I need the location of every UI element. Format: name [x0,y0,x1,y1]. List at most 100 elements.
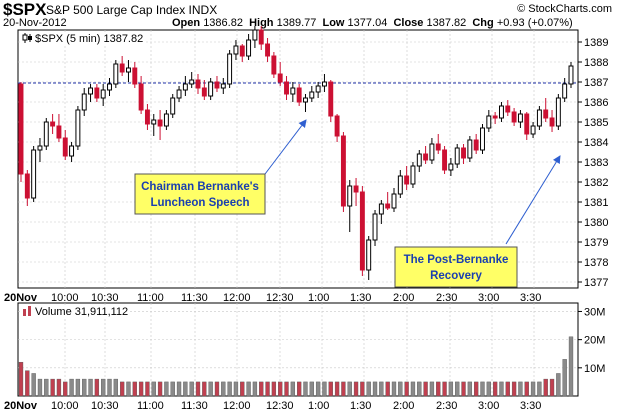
candle-body [107,83,112,91]
price-tick-label: 1379 [584,237,608,249]
volume-bar [107,378,112,397]
candle [562,78,568,102]
candle [429,138,435,164]
candle [258,26,264,50]
volume-bar [537,381,542,397]
candle-body [334,115,340,137]
price-panel-frame [17,29,579,289]
volume-bar [157,381,163,397]
candle-body [555,97,561,127]
volume-bar [562,359,567,397]
candle-body [182,83,188,91]
candle-body [536,109,542,127]
price-tick-label: 1380 [584,217,608,229]
price-tick-label: 1384 [584,137,608,149]
candle [397,170,403,198]
candle-body [144,109,150,125]
candle [56,114,62,142]
price-time-label: 10:00 [51,292,79,304]
volume-bar [297,381,302,397]
volume-time-label: 2:30 [436,400,457,412]
volume-bar [265,381,270,397]
volume-bar [347,381,352,397]
candle [50,114,56,134]
candle [284,76,289,100]
volume-bar [101,378,106,397]
candle-body [461,147,466,159]
price-tick-label: 1387 [584,77,608,89]
candle-body [435,143,441,151]
candle-body [397,175,403,195]
volume-bar [113,378,118,397]
candle [43,118,49,150]
volume-legend: Volume 31,911,112 [20,306,131,318]
volume-bar [88,378,93,397]
candle [448,158,454,176]
candle-body [201,87,207,97]
candle [81,88,87,116]
annotation-line-1: The Post-Bernanke [404,254,509,266]
candle-body [549,117,555,127]
candle [378,200,384,224]
candle [271,52,277,78]
candle [132,62,138,88]
candle-body [271,55,277,75]
candle-body [138,83,144,111]
volume-bar [271,381,277,397]
candle [88,84,93,102]
volume-bar [328,381,333,397]
volume-bar [221,381,226,397]
volume-bar [259,381,264,397]
candle [366,236,372,280]
candle-body [321,81,327,87]
price-time-label: 2:00 [393,292,414,304]
candle-body [562,83,568,99]
volume-bar [170,381,175,397]
candle-body [511,111,517,123]
candle-body [43,121,49,147]
candle [372,210,378,246]
candle-body [37,145,43,151]
volume-bar [25,370,30,397]
candle-body [347,185,353,207]
watermark: © StockCharts.com [517,3,612,15]
candle-body [359,191,365,271]
candle [69,142,75,162]
candle [353,178,359,206]
candle [37,138,43,162]
price-time-label: 1:30 [350,292,371,304]
volume-bar [474,381,479,397]
volume-bar [461,381,466,397]
volume-bar [492,381,498,397]
candle-body [328,81,334,117]
open-value: 1386.82 [203,17,243,29]
volume-bar [189,381,194,397]
volume-bar [145,381,150,397]
volume-bar [334,381,340,397]
volume-bar [511,381,517,397]
candle [208,78,214,100]
close-label: Close [393,17,424,29]
low-value: 1377.04 [347,17,388,29]
candle [201,80,207,100]
volume-bar [556,373,561,397]
volume-time-label: 10:30 [91,400,119,412]
candle-body [189,79,195,85]
candle [454,144,460,168]
candle-body [246,39,252,57]
volume-bar [246,381,251,397]
volume-bar [543,378,548,397]
volume-bar [151,381,156,397]
candle [511,108,517,126]
candle-body [113,63,119,85]
candle-body [157,119,163,127]
candle-legend-icon [22,33,32,43]
volume-bar [214,381,220,397]
candle [467,136,473,162]
candle [195,74,201,94]
candle-body [448,163,454,171]
candle [568,62,574,88]
volume-bar [518,381,523,397]
candle [473,134,479,154]
candle-body [208,81,214,97]
